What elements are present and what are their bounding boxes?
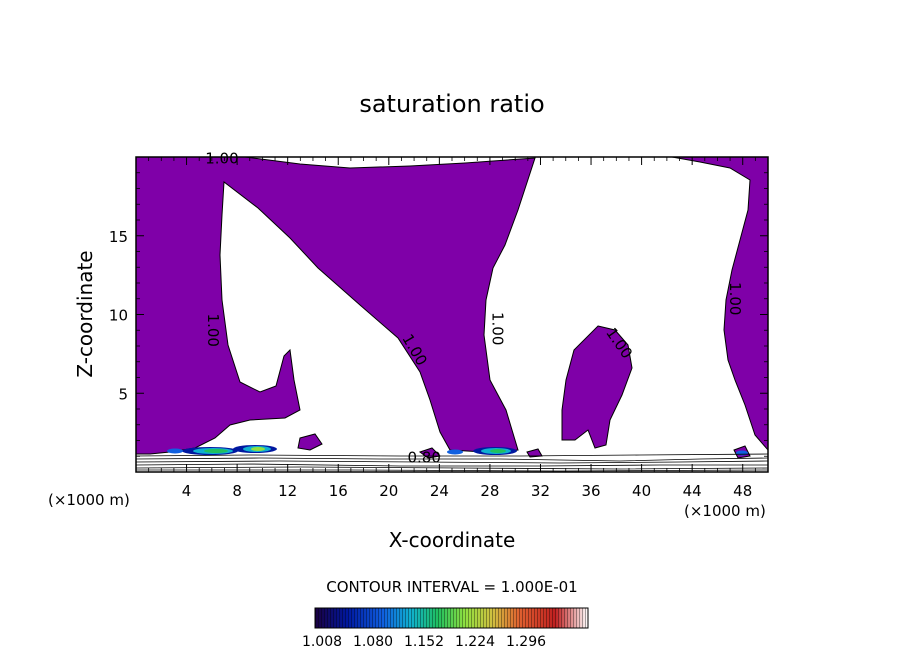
y-axis-label: Z-coordinate xyxy=(73,250,97,377)
contour-label: 1.00 xyxy=(205,149,238,167)
supersaturation-region-center xyxy=(561,325,633,449)
x-tick-label: 28 xyxy=(480,482,499,500)
high-saturation-cells xyxy=(167,445,748,456)
colorbar-tick-labels: 1.008 1.080 1.152 1.224 1.296 xyxy=(302,634,546,650)
x-axis-label: X-coordinate xyxy=(389,528,516,552)
y-tick-label: 5 xyxy=(118,385,128,403)
colorbar-tick-label: 1.008 xyxy=(302,634,342,650)
x-tick-label: 36 xyxy=(581,482,600,500)
x-tick-label: 24 xyxy=(430,482,449,500)
contour-interval-text: CONTOUR INTERVAL = 1.000E-01 xyxy=(326,578,577,596)
colorbar-tick-label: 1.224 xyxy=(455,634,495,650)
x-tick-label: 32 xyxy=(531,482,550,500)
colorbar-tick-label: 1.152 xyxy=(404,634,444,650)
contour-lines-lower xyxy=(136,453,768,472)
x-tick-label: 20 xyxy=(379,482,398,500)
x-tick-label: 44 xyxy=(683,482,702,500)
supersaturation-region-left xyxy=(136,157,536,455)
contour-label: 0.80 xyxy=(407,449,440,467)
chart-title: saturation ratio xyxy=(359,90,544,118)
y-tick-label: 10 xyxy=(109,307,128,325)
contour-label: 1.00 xyxy=(488,312,506,345)
y-axis-ticks: 5 10 15 xyxy=(109,172,768,457)
x-tick-label: 4 xyxy=(182,482,192,500)
contour-label: 1.00 xyxy=(204,314,222,347)
x-tick-label: 12 xyxy=(278,482,297,500)
colorbar-tick-label: 1.080 xyxy=(353,634,393,650)
x-tick-label: 8 xyxy=(232,482,242,500)
contour-label: 1.00 xyxy=(726,282,744,315)
x-axis-ticks: 4 8 12 16 20 24 28 32 36 40 44 48 xyxy=(148,157,756,500)
colorbar xyxy=(314,607,589,629)
x-axis-unit-left: (×1000 m) xyxy=(48,491,130,509)
x-tick-label: 48 xyxy=(733,482,752,500)
y-tick-label: 15 xyxy=(109,228,128,246)
supersaturation-region-right xyxy=(671,157,768,451)
x-tick-label: 16 xyxy=(329,482,348,500)
colorbar-tick-label: 1.296 xyxy=(506,634,546,650)
plot-area xyxy=(136,157,768,472)
x-axis-unit-right: (×1000 m) xyxy=(684,502,766,520)
x-tick-label: 40 xyxy=(632,482,651,500)
